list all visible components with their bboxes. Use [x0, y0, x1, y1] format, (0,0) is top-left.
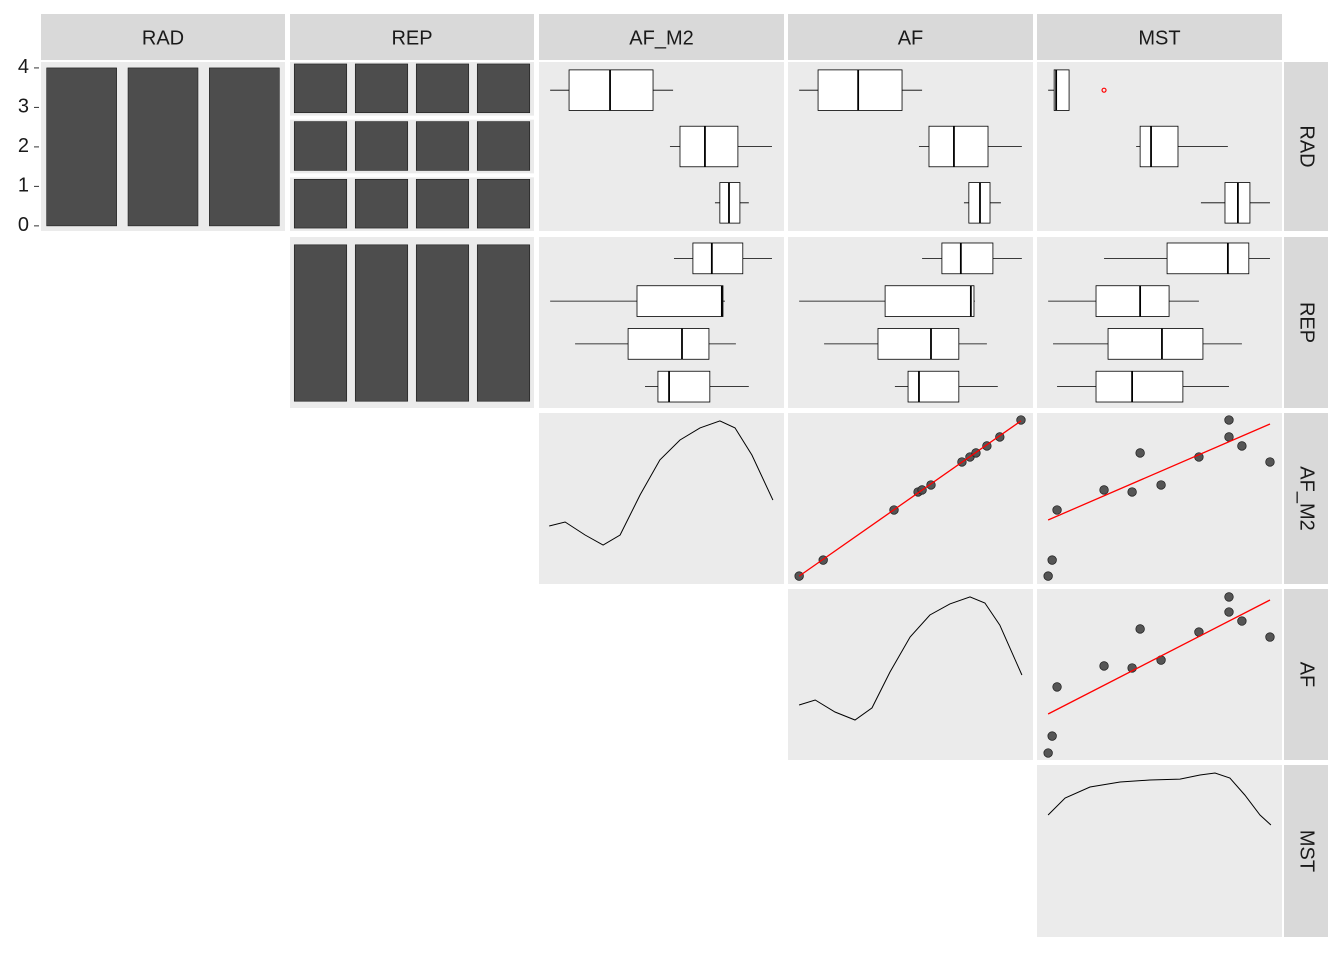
- point: [1043, 571, 1053, 581]
- box: [1139, 125, 1179, 168]
- box: [1095, 370, 1184, 403]
- y-tick-label: 3: [18, 96, 29, 118]
- strip-label: AF_M2: [629, 27, 693, 49]
- density-curve: [549, 420, 774, 546]
- bar: [476, 244, 531, 402]
- bar: [354, 63, 409, 114]
- bar: [476, 121, 531, 171]
- strip: [41, 14, 285, 60]
- panel-background: [1037, 765, 1282, 937]
- strip-label: MST: [1296, 830, 1318, 872]
- point: [1099, 661, 1109, 671]
- point: [1127, 487, 1137, 497]
- y-tick-label: 4: [18, 56, 29, 78]
- strip: [1284, 589, 1328, 760]
- box: [907, 370, 960, 403]
- point: [1135, 624, 1145, 634]
- point: [1224, 415, 1234, 425]
- point: [1135, 448, 1145, 458]
- strip: [1284, 765, 1328, 937]
- box: [657, 370, 711, 403]
- box: [568, 69, 654, 111]
- panel-background: [1037, 413, 1282, 584]
- point: [1156, 480, 1166, 490]
- fit-line: [1047, 423, 1271, 521]
- point: [1224, 607, 1234, 617]
- point: [1099, 485, 1109, 495]
- point: [1043, 748, 1053, 758]
- box: [1107, 328, 1204, 360]
- bar: [476, 63, 531, 114]
- bar: [415, 244, 470, 402]
- bar: [354, 244, 409, 402]
- point: [1052, 505, 1062, 515]
- box: [817, 69, 903, 111]
- fit-line: [798, 420, 1022, 577]
- outlier: [1101, 87, 1107, 93]
- bar: [415, 178, 470, 229]
- bar: [354, 121, 409, 171]
- fit-line: [1047, 599, 1271, 715]
- box: [1166, 242, 1250, 275]
- point: [1265, 457, 1275, 467]
- strip-label: REP: [1296, 302, 1318, 343]
- box: [928, 125, 989, 168]
- point: [1224, 592, 1234, 602]
- strip-label: MST: [1138, 27, 1180, 49]
- bar: [476, 178, 531, 229]
- bar: [354, 178, 409, 229]
- box: [884, 285, 975, 317]
- point: [1237, 616, 1247, 626]
- bar: [293, 121, 348, 171]
- box: [627, 328, 710, 360]
- bar: [415, 63, 470, 114]
- box: [1095, 285, 1170, 317]
- panel-background: [1037, 589, 1282, 760]
- box: [636, 285, 724, 317]
- strip-label: AF: [898, 27, 924, 49]
- strip: [1037, 14, 1282, 60]
- density-curve: [1047, 772, 1272, 826]
- strip: [1284, 237, 1328, 408]
- point: [1047, 555, 1057, 565]
- box: [692, 242, 744, 275]
- strip: [539, 14, 784, 60]
- strip-label: REP: [391, 27, 432, 49]
- strip-label: RAD: [1296, 125, 1318, 167]
- bar: [293, 244, 348, 402]
- point: [1237, 441, 1247, 451]
- bar: [293, 178, 348, 229]
- bar: [127, 67, 199, 227]
- bar: [209, 67, 280, 227]
- strip-label: RAD: [142, 27, 184, 49]
- box: [877, 328, 960, 360]
- panel-background: [788, 589, 1033, 760]
- y-tick-label: 0: [18, 214, 29, 236]
- strip: [290, 14, 534, 60]
- panel-background: [539, 413, 784, 584]
- bar: [46, 67, 117, 227]
- box: [941, 242, 994, 275]
- box: [679, 125, 739, 168]
- y-tick-label: 2: [18, 135, 29, 157]
- box: [1053, 69, 1070, 111]
- density-curve: [798, 596, 1023, 721]
- strip: [788, 14, 1033, 60]
- point: [1265, 632, 1275, 642]
- strip-label: AF: [1296, 662, 1318, 688]
- strip-label: AF_M2: [1296, 466, 1318, 530]
- y-tick-label: 1: [18, 175, 29, 197]
- strip: [1284, 62, 1328, 231]
- bar: [293, 63, 348, 114]
- point: [1047, 731, 1057, 741]
- strip: [1284, 413, 1328, 584]
- bar: [415, 121, 470, 171]
- point: [1052, 682, 1062, 692]
